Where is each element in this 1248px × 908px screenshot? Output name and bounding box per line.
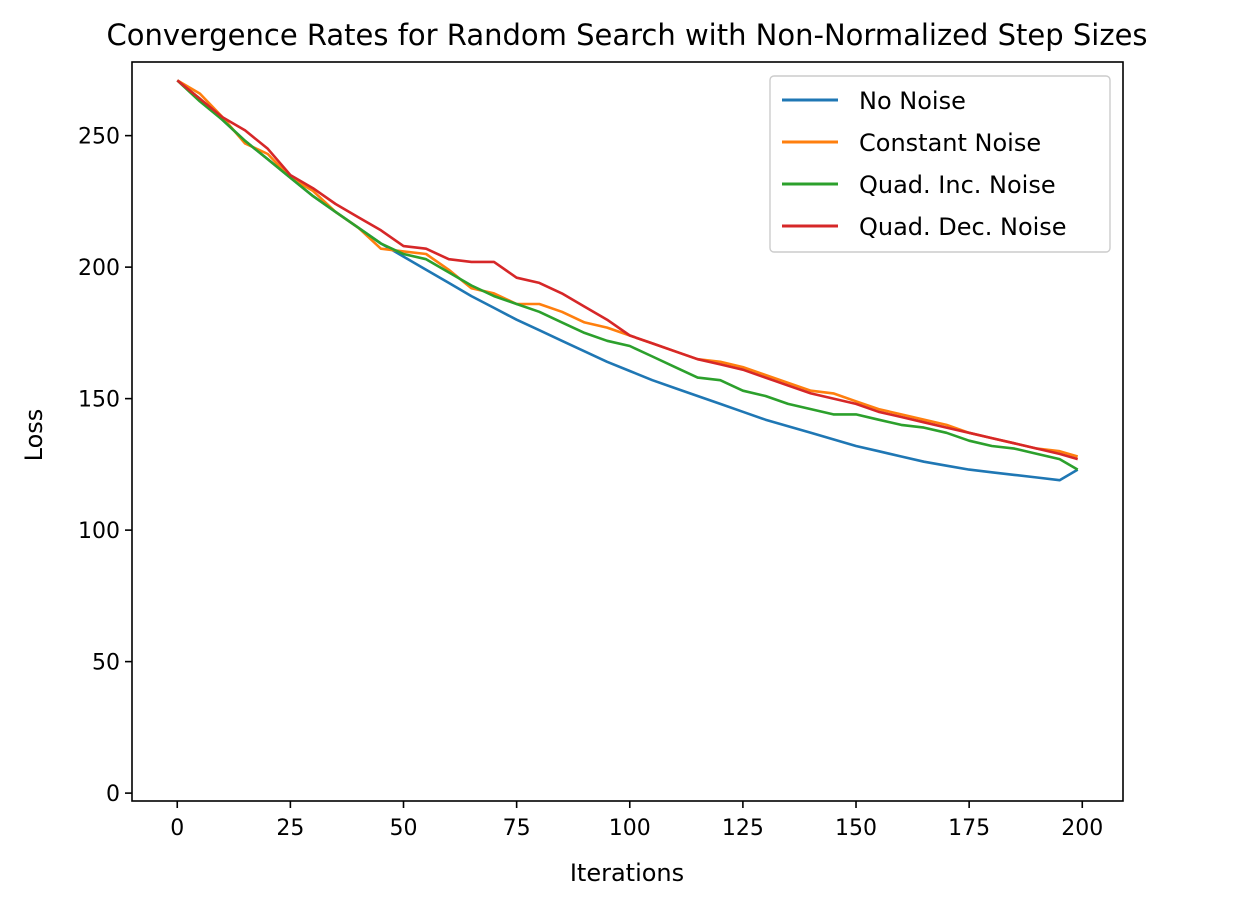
legend-label-quad-inc-noise: Quad. Inc. Noise [859, 171, 1056, 199]
legend-label-quad-dec-noise: Quad. Dec. Noise [859, 213, 1067, 241]
y-tick-label: 100 [78, 519, 120, 544]
series-lines [176, 79, 1079, 482]
x-tick-label: 50 [390, 816, 418, 841]
x-tick-label: 125 [722, 816, 764, 841]
y-tick-label: 150 [78, 388, 120, 413]
x-tick-label: 175 [948, 816, 990, 841]
x-tick-label: 200 [1061, 816, 1103, 841]
x-tick-label: 75 [503, 816, 531, 841]
y-tick-label: 0 [106, 782, 120, 807]
y-tick-label: 50 [92, 651, 120, 676]
legend: No Noise Constant Noise Quad. Inc. Noise Qu… [769, 75, 1111, 253]
x-tick-label: 150 [835, 816, 877, 841]
x-axis-label: Iterations [570, 859, 684, 887]
legend-box [769, 75, 1111, 253]
y-tick-label: 250 [78, 125, 120, 150]
x-tick-label: 100 [609, 816, 651, 841]
series-line-quad-dec-noise [176, 79, 1079, 461]
chart-title: Convergence Rates for Random Search with… [106, 18, 1147, 52]
legend-label-no-noise: No Noise [859, 87, 966, 115]
legend-label-constant-noise: Constant Noise [859, 129, 1041, 157]
series-line-quad-inc-noise [176, 79, 1079, 471]
x-tick-label: 0 [170, 816, 184, 841]
plot-area-frame [131, 61, 1124, 802]
y-axis-label: Loss [20, 409, 48, 462]
x-tick-label: 25 [276, 816, 304, 841]
axis-ticks: 0 25 50 75 100 125 150 175 200 0 50 100 150 200 250 [78, 125, 1103, 841]
y-tick-label: 200 [78, 256, 120, 281]
